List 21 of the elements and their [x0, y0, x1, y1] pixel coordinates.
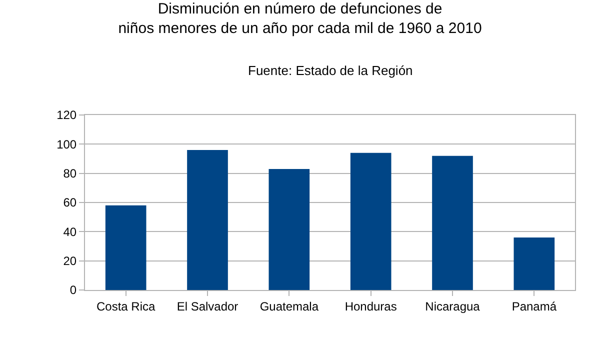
- x-tick-label: Nicaragua: [425, 299, 480, 314]
- y-tick-label: 0: [70, 283, 77, 298]
- x-tick-label: Panamá: [512, 299, 557, 314]
- y-tick-label: 80: [63, 166, 77, 181]
- y-tick-label: 40: [63, 224, 77, 239]
- x-tick-label: El Salvador: [176, 299, 238, 314]
- bar: [350, 152, 392, 290]
- y-tick-label: 120: [56, 108, 77, 122]
- y-tick-label: 60: [63, 196, 77, 210]
- x-tick-label: Costa Rica: [96, 299, 156, 314]
- x-tick-label: Guatemala: [260, 299, 319, 314]
- x-tick-label: Honduras: [344, 299, 397, 314]
- bar: [514, 238, 555, 290]
- bar: [432, 156, 473, 290]
- y-tick-label: 20: [63, 254, 77, 268]
- chart-title: Disminución en número de defunciones de niños menores de un año por cada mil de 1960 a 2010: [118, 0, 482, 37]
- bar: [105, 205, 146, 290]
- chart-subtitle: Fuente: Estado de la Región: [248, 63, 413, 78]
- bar: [268, 168, 310, 290]
- bar: [187, 150, 228, 290]
- y-tick-label: 100: [56, 137, 77, 152]
